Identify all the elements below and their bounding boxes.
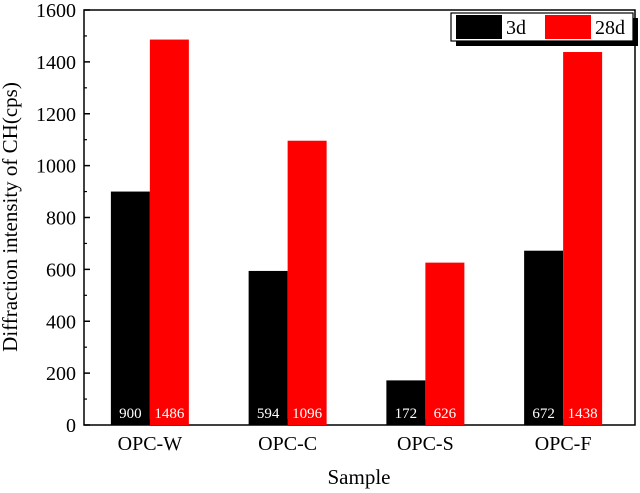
y-tick-label: 600 xyxy=(46,259,76,281)
bar-value-label: 172 xyxy=(395,406,418,422)
x-tick-label: OPC-S xyxy=(397,433,454,455)
legend: 3d 28d xyxy=(450,12,638,46)
x-axis-ticks: OPC-W OPC-C OPC-S OPC-F xyxy=(118,419,592,455)
legend-label-28d: 28d xyxy=(595,17,625,39)
bar-28d-opc-s xyxy=(425,262,465,425)
bar-28d-opc-w xyxy=(149,39,189,425)
y-tick-label: 400 xyxy=(46,311,76,333)
y-tick-label: 0 xyxy=(66,415,76,437)
bar-value-label: 1438 xyxy=(568,406,598,422)
bar-value-label: 1486 xyxy=(154,406,185,422)
legend-swatch-3d xyxy=(456,15,502,39)
bar-value-label: 900 xyxy=(119,406,142,422)
y-tick-label: 1600 xyxy=(36,0,76,22)
x-tick-label: OPC-W xyxy=(118,433,183,455)
bar-3d-opc-s xyxy=(386,380,426,425)
y-tick-label: 1400 xyxy=(36,52,76,74)
y-tick-label: 200 xyxy=(46,363,76,385)
y-tick-label: 800 xyxy=(46,208,76,230)
legend-label-3d: 3d xyxy=(506,17,526,39)
bar-value-label: 672 xyxy=(532,406,555,422)
y-axis-ticks: 0 200 400 600 800 1000 1200 1400 1600 xyxy=(36,0,90,437)
legend-swatch-28d xyxy=(545,15,591,39)
bar-3d-opc-c xyxy=(248,270,288,425)
bar-3d-opc-w xyxy=(110,191,150,425)
x-axis-title: Sample xyxy=(328,465,391,489)
bar-3d-opc-f xyxy=(524,250,564,425)
y-axis-title: Diffraction intensity of CH(cps) xyxy=(0,82,22,352)
x-tick-label: OPC-F xyxy=(535,433,592,455)
bar-value-label: 626 xyxy=(434,406,457,422)
bar-value-label: 1096 xyxy=(292,406,323,422)
bars-group xyxy=(110,39,603,426)
bar-28d-opc-f xyxy=(563,52,603,426)
x-tick-label: OPC-C xyxy=(258,433,317,455)
bar-data-labels: 900 1486 594 1096 172 626 672 1438 xyxy=(119,406,598,422)
bar-28d-opc-c xyxy=(287,140,327,425)
y-tick-label: 1200 xyxy=(36,104,76,126)
y-tick-label: 1000 xyxy=(36,156,76,178)
bar-value-label: 594 xyxy=(257,406,280,422)
